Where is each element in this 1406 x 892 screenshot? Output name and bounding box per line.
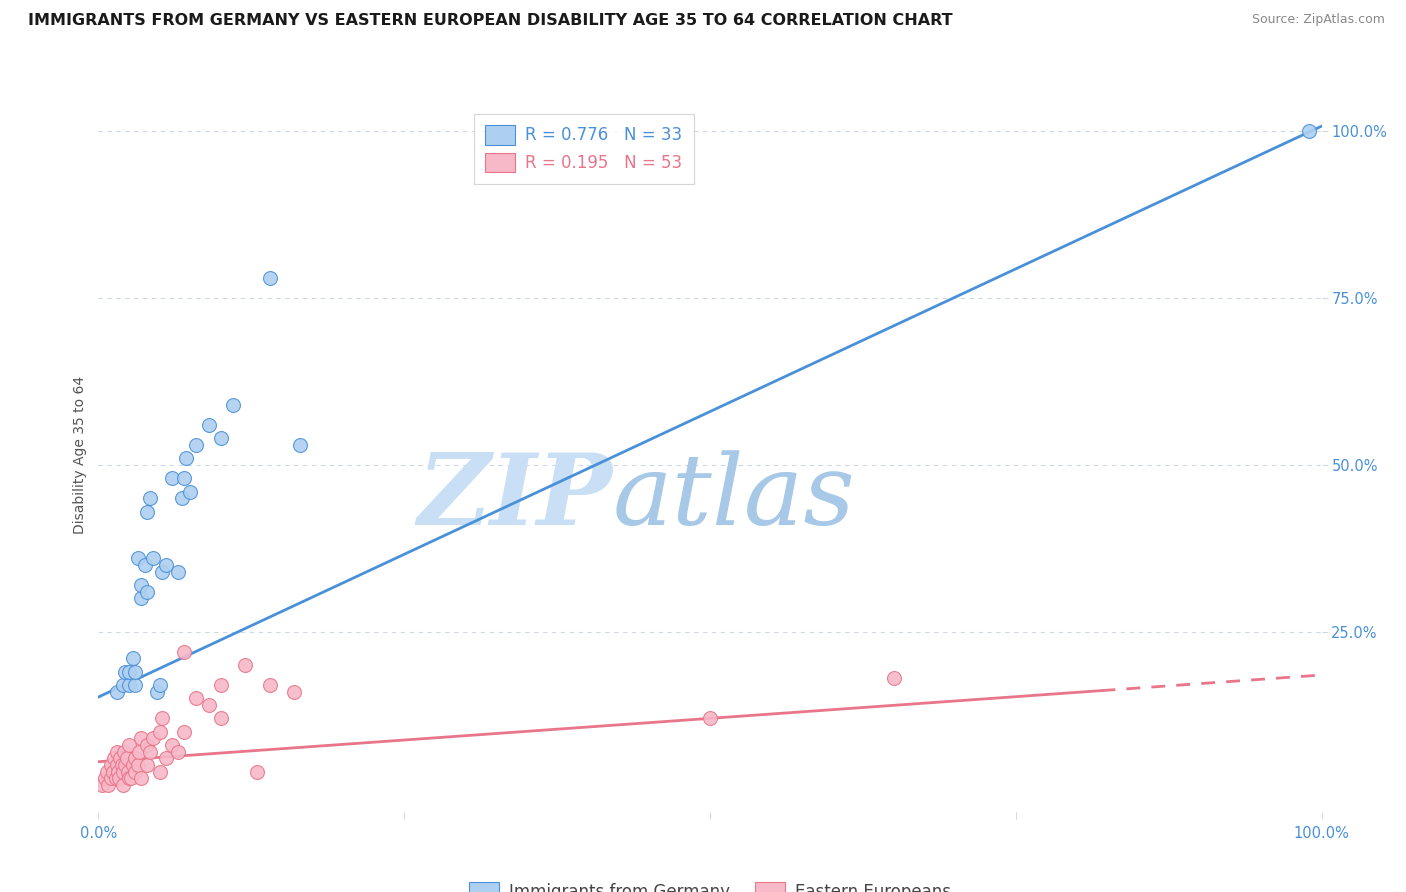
Point: [167, 565, 190, 579]
Point: [150, 565, 173, 579]
Point: [127, 758, 149, 772]
Point: [129, 731, 152, 746]
Point: [96, 764, 118, 779]
Point: [111, 678, 134, 692]
Point: [1298, 124, 1320, 138]
Point: [118, 738, 141, 752]
Point: [209, 711, 232, 725]
Point: [97, 778, 120, 792]
Point: [699, 711, 721, 725]
Point: [114, 758, 136, 772]
Point: [259, 271, 281, 285]
Point: [105, 758, 128, 772]
Point: [112, 745, 135, 759]
Point: [246, 764, 269, 779]
Point: [93, 772, 115, 786]
Point: [114, 665, 136, 679]
Point: [121, 758, 143, 772]
Point: [149, 724, 172, 739]
Point: [883, 671, 905, 685]
Point: [134, 558, 156, 572]
Point: [129, 578, 152, 592]
Point: [259, 678, 281, 692]
Point: [186, 438, 208, 452]
Point: [146, 684, 169, 698]
Point: [111, 764, 134, 779]
Y-axis label: Disability Age 35 to 64: Disability Age 35 to 64: [73, 376, 87, 534]
Point: [173, 471, 195, 485]
Point: [129, 591, 152, 606]
Point: [118, 772, 141, 786]
Point: [197, 417, 219, 432]
Point: [160, 738, 183, 752]
Point: [108, 772, 131, 786]
Point: [142, 731, 165, 746]
Point: [118, 665, 141, 679]
Point: [100, 772, 122, 786]
Text: Source: ZipAtlas.com: Source: ZipAtlas.com: [1251, 13, 1385, 27]
Point: [121, 651, 143, 665]
Point: [149, 764, 172, 779]
Point: [136, 738, 159, 752]
Text: atlas: atlas: [612, 450, 855, 545]
Point: [115, 751, 138, 765]
Point: [160, 471, 183, 485]
Point: [139, 491, 162, 506]
Point: [107, 764, 129, 779]
Point: [139, 745, 162, 759]
Point: [136, 758, 159, 772]
Point: [149, 678, 172, 692]
Point: [173, 724, 195, 739]
Point: [179, 484, 201, 499]
Point: [290, 438, 312, 452]
Point: [136, 505, 159, 519]
Point: [111, 758, 134, 772]
Point: [283, 684, 305, 698]
Point: [129, 772, 152, 786]
Point: [209, 431, 232, 445]
Point: [124, 665, 146, 679]
Point: [136, 584, 159, 599]
Point: [124, 751, 146, 765]
Point: [186, 691, 208, 706]
Point: [105, 684, 128, 698]
Point: [155, 751, 177, 765]
Point: [222, 398, 245, 412]
Point: [197, 698, 219, 712]
Point: [167, 745, 190, 759]
Point: [233, 658, 256, 673]
Point: [104, 772, 127, 786]
Point: [91, 778, 114, 792]
Point: [173, 645, 195, 659]
Point: [150, 711, 173, 725]
Legend: Immigrants from Germany, Eastern Europeans: Immigrants from Germany, Eastern Europea…: [457, 870, 963, 892]
Point: [110, 751, 132, 765]
Point: [124, 764, 146, 779]
Point: [100, 758, 122, 772]
Point: [103, 751, 125, 765]
Text: ZIP: ZIP: [418, 450, 612, 546]
Point: [155, 558, 177, 572]
Point: [117, 764, 139, 779]
Point: [127, 551, 149, 566]
Point: [118, 678, 141, 692]
Point: [120, 772, 142, 786]
Point: [209, 678, 232, 692]
Point: [101, 764, 124, 779]
Point: [176, 451, 198, 466]
Point: [170, 491, 193, 506]
Point: [128, 745, 150, 759]
Point: [142, 551, 165, 566]
Point: [124, 678, 146, 692]
Point: [111, 778, 134, 792]
Point: [105, 745, 128, 759]
Text: IMMIGRANTS FROM GERMANY VS EASTERN EUROPEAN DISABILITY AGE 35 TO 64 CORRELATION : IMMIGRANTS FROM GERMANY VS EASTERN EUROP…: [28, 13, 953, 29]
